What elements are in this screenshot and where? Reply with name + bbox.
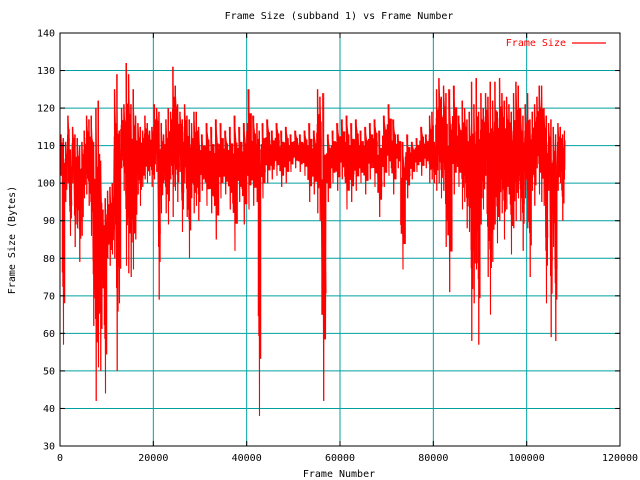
series-frame-size <box>59 62 566 417</box>
y-axis-label: Frame Size (Bytes) <box>7 186 18 294</box>
legend: Frame Size <box>506 38 606 49</box>
y-tick-label-1: 40 <box>43 404 55 415</box>
y-tick-label-3: 60 <box>43 329 55 340</box>
y-tick-label-6: 90 <box>43 216 55 227</box>
y-tick-label-9: 120 <box>37 104 55 115</box>
x-tick-label-5: 100000 <box>509 453 545 464</box>
x-tick-label-2: 40000 <box>232 453 262 464</box>
x-tick-label-1: 20000 <box>138 453 168 464</box>
x-tick-label-6: 120000 <box>602 453 638 464</box>
legend-label-frame-size: Frame Size <box>506 38 566 49</box>
y-tick-label-7: 100 <box>37 179 55 190</box>
y-tick-label-10: 130 <box>37 66 55 77</box>
x-tick-label-3: 60000 <box>325 453 355 464</box>
x-axis-label: Frame Number <box>303 469 375 480</box>
axis-ticks: 0 20000 40000 60000 80000 100000 120000 30 40 50 6… <box>37 29 638 465</box>
y-tick-label-8: 110 <box>37 141 55 152</box>
x-tick-label-4: 80000 <box>418 453 448 464</box>
grid-lines <box>60 33 620 446</box>
y-tick-label-11: 140 <box>37 29 55 40</box>
y-tick-label-4: 70 <box>43 291 55 302</box>
chart-title: Frame Size (subband 1) vs Frame Number <box>225 11 454 22</box>
x-tick-label-0: 0 <box>57 453 63 464</box>
y-tick-label-0: 30 <box>43 442 55 453</box>
y-tick-label-5: 80 <box>43 254 55 265</box>
y-tick-label-2: 50 <box>43 366 55 377</box>
